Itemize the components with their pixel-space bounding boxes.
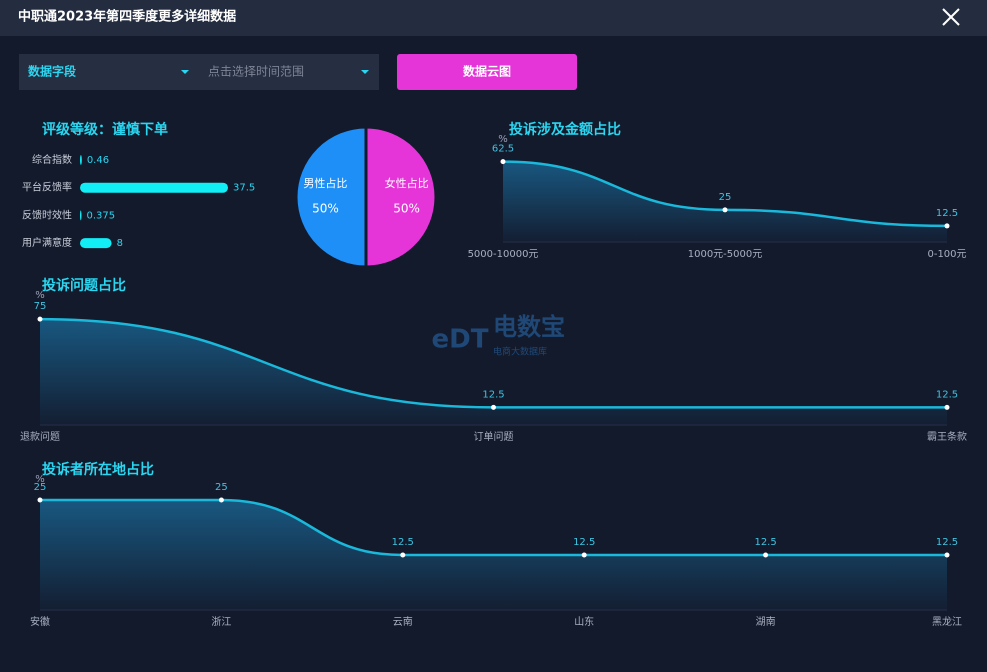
bar-label: 平台反馈率: [22, 181, 72, 194]
value-label: 12.5: [936, 389, 958, 400]
x-label: 霸王条款: [927, 430, 967, 443]
area-fill: [40, 319, 947, 425]
value-label: 12.5: [392, 537, 414, 548]
point: [722, 207, 728, 213]
point: [37, 316, 43, 322]
chart-title: 投诉者所在地占比: [42, 461, 154, 478]
chart-title: 投诉问题占比: [42, 277, 126, 294]
point: [500, 159, 506, 165]
chart-title: 投诉涉及金额占比: [509, 121, 621, 138]
slice-value: 50%: [312, 202, 339, 216]
x-label: 订单问题: [474, 430, 514, 443]
slice-label: 男性占比: [303, 176, 347, 190]
bar-value: 8: [117, 238, 123, 249]
watermark-subtitle: 电商大数据库: [493, 346, 547, 358]
unit-label: %: [35, 290, 45, 301]
point: [581, 552, 587, 558]
x-label: 5000-10000元: [468, 249, 539, 260]
value-label: 62.5: [492, 144, 514, 155]
point: [218, 497, 224, 503]
header-bar: [0, 0, 987, 36]
point: [37, 497, 43, 503]
slice-label: 女性占比: [385, 176, 429, 190]
bar-label: 用户满意度: [22, 236, 72, 249]
line: [39, 498, 947, 557]
select-box[interactable]: [19, 54, 379, 90]
value-label: 12.5: [754, 537, 776, 548]
time-select[interactable]: 点击选择时间范围: [208, 65, 304, 79]
watermark-logo: eDT: [432, 325, 489, 355]
value-label: 25: [719, 192, 732, 203]
field-select[interactable]: 数据字段: [28, 64, 77, 79]
x-label: 黑龙江: [932, 615, 962, 628]
dropdown-arrow: [181, 70, 189, 74]
bar: [80, 155, 82, 165]
point: [944, 552, 950, 558]
bar: [80, 182, 228, 193]
value-label: 12.5: [936, 208, 958, 219]
point: [763, 552, 769, 558]
close-button[interactable]: [942, 8, 960, 26]
value-label: 25: [34, 482, 47, 493]
x-label: 浙江: [211, 616, 231, 628]
watermark: eDT 电数宝 电商大数据库: [432, 313, 565, 358]
unit-label: %: [35, 474, 45, 485]
bar-value: 0.375: [86, 210, 115, 221]
point: [944, 404, 950, 410]
value-label: 12.5: [936, 537, 958, 548]
bar: [80, 238, 112, 249]
x-label: 退款问题: [20, 430, 60, 443]
cloud-button[interactable]: [397, 54, 577, 90]
bar-value: 37.5: [233, 183, 255, 194]
value-label: 12.5: [573, 537, 595, 548]
watermark-name: 电数宝: [493, 313, 565, 341]
x-label: 云南: [393, 615, 413, 628]
header-title: 中职通2023年第四季度更多详细数据: [18, 9, 236, 25]
dropdown-arrow: [361, 70, 369, 74]
slice-value: 50%: [393, 202, 420, 216]
bar-label: 反馈时效性: [22, 208, 72, 221]
bar-value: 0.46: [87, 155, 109, 166]
point: [944, 223, 950, 229]
bar-label: 综合指数: [32, 153, 72, 166]
value-label: 25: [215, 482, 228, 493]
pie-slice: [364, 125, 438, 269]
unit-label: %: [498, 134, 508, 145]
point: [491, 404, 496, 410]
x-label: 山东: [574, 615, 594, 628]
x-label: 0-100元: [927, 249, 966, 260]
chart-title: 评级等级：谨慎下单: [42, 121, 168, 138]
x-label: 安徽: [30, 615, 50, 628]
bar: [80, 210, 82, 221]
pie-slice: [294, 125, 368, 269]
value-label: 75: [34, 301, 47, 312]
point: [400, 552, 406, 558]
x-label: 1000元-5000元: [688, 249, 763, 260]
value-label: 12.5: [482, 389, 504, 400]
x-label: 湖南: [756, 615, 776, 628]
cloud-button-label[interactable]: 数据云图: [463, 64, 511, 79]
area-fill: [503, 161, 947, 242]
